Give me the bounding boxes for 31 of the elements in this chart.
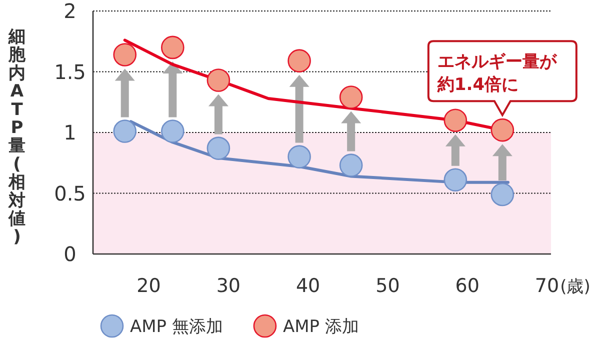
point — [339, 86, 363, 109]
point — [161, 120, 184, 143]
point — [113, 43, 137, 66]
x-tick-label: 50 — [376, 275, 400, 297]
point — [444, 108, 468, 132]
point — [206, 136, 230, 160]
x-tick-label: 60 — [455, 275, 480, 297]
x-tick-label: 30 — [216, 275, 240, 297]
point — [490, 182, 514, 206]
annotation: エネルギー量が約1.4倍に — [436, 52, 558, 96]
legend-label: AMP 添加 — [282, 317, 359, 337]
text: 細胞内ATP量(相対値) — [8, 27, 26, 248]
legend-label: AMP 無添加 — [130, 317, 223, 337]
callout: エネルギー量が約1.4倍に — [427, 40, 578, 116]
x-tick-label: 40 — [296, 275, 320, 297]
y-tick-label: 1.5 — [54, 60, 86, 84]
y-tick-label: 0 — [64, 242, 76, 266]
x-tick-label: 70 — [534, 275, 560, 297]
point — [490, 118, 514, 142]
point — [161, 36, 184, 60]
x-tick-label: 20 — [136, 275, 161, 297]
point — [206, 68, 230, 92]
point — [339, 154, 363, 177]
x-axis-title: (歳) — [560, 277, 590, 297]
y-tick-label: 2 — [64, 0, 76, 23]
y-tick-label: 0.5 — [54, 181, 86, 206]
point — [288, 49, 311, 72]
point — [288, 145, 311, 168]
y-tick-label: 1 — [64, 120, 76, 144]
point — [444, 168, 468, 192]
point — [113, 120, 137, 143]
